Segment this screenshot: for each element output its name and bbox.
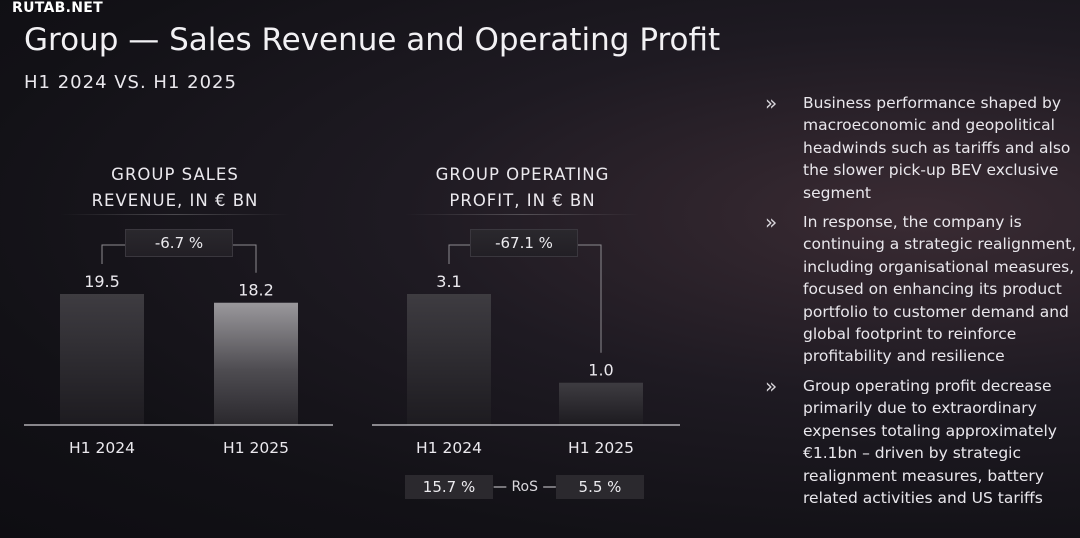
chart2-change-badge: -67.1 % [470, 229, 578, 257]
ros-label-text: RoS [511, 479, 539, 495]
chart1-value-label: 18.2 [238, 281, 274, 300]
chart1-connector-right [231, 244, 257, 273]
chart2-category-label: H1 2025 [568, 439, 634, 457]
page-subtitle: H1 2024 VS. H1 2025 [24, 72, 237, 93]
chart2-title-divider [405, 214, 640, 215]
page-title: Group — Sales Revenue and Operating Prof… [24, 22, 721, 58]
chart2-connector-left [448, 244, 470, 264]
double-chevron-right-icon: » [765, 210, 778, 235]
bullet-item: » In response, the company is continuing… [765, 211, 1077, 368]
chart2-category-label: H1 2024 [416, 439, 482, 457]
chart1-category-label: H1 2025 [223, 439, 289, 457]
chart2-value-label: 1.0 [588, 361, 613, 380]
watermark: RUTAB.NET [12, 0, 103, 16]
bullet-item: » Group operating profit decrease primar… [765, 375, 1077, 509]
chart1-category-label: H1 2024 [69, 439, 135, 457]
chart1-title: GROUP SALES REVENUE, IN € BN [55, 162, 295, 214]
chart2-title-line1: GROUP OPERATING [435, 165, 610, 184]
chart1-bar [60, 294, 144, 425]
chart1-title-line1: GROUP SALES [111, 165, 239, 184]
ros-label: — RoS — [493, 479, 557, 495]
bullet-text: Group operating profit decrease primaril… [803, 376, 1057, 507]
chart1-title-line2: REVENUE, IN € BN [91, 191, 259, 210]
chart2-title-line2: PROFIT, IN € BN [449, 191, 596, 210]
chart2-connector-right [576, 244, 602, 353]
chart2-bar [407, 294, 491, 425]
ros-value-h1-2025: 5.5 % [556, 475, 644, 499]
bullet-item: » Business performance shaped by macroec… [765, 92, 1077, 204]
bullet-list: » Business performance shaped by macroec… [765, 92, 1077, 516]
bullet-text: In response, the company is continuing a… [803, 213, 1077, 366]
charts-canvas: 19.5 H1 2024 18.2 H1 2025 3.1 H1 2024 1.0 H1 20… [24, 244, 680, 457]
chart1-value-label: 19.5 [84, 272, 120, 291]
ros-value-h1-2024: 15.7 % [405, 475, 493, 499]
chart2-bar [559, 382, 643, 425]
bullet-text: Business performance shaped by macroecon… [803, 94, 1071, 202]
chart1-bar [214, 302, 298, 425]
chart2-value-label: 3.1 [436, 272, 461, 291]
chart1-connector-left [101, 244, 125, 264]
chart1-title-divider [60, 214, 290, 215]
chart1-change-badge: -6.7 % [125, 229, 233, 257]
double-chevron-right-icon: » [765, 91, 778, 115]
chart2-title: GROUP OPERATING PROFIT, IN € BN [400, 162, 645, 214]
double-chevron-right-icon: » [765, 373, 778, 398]
